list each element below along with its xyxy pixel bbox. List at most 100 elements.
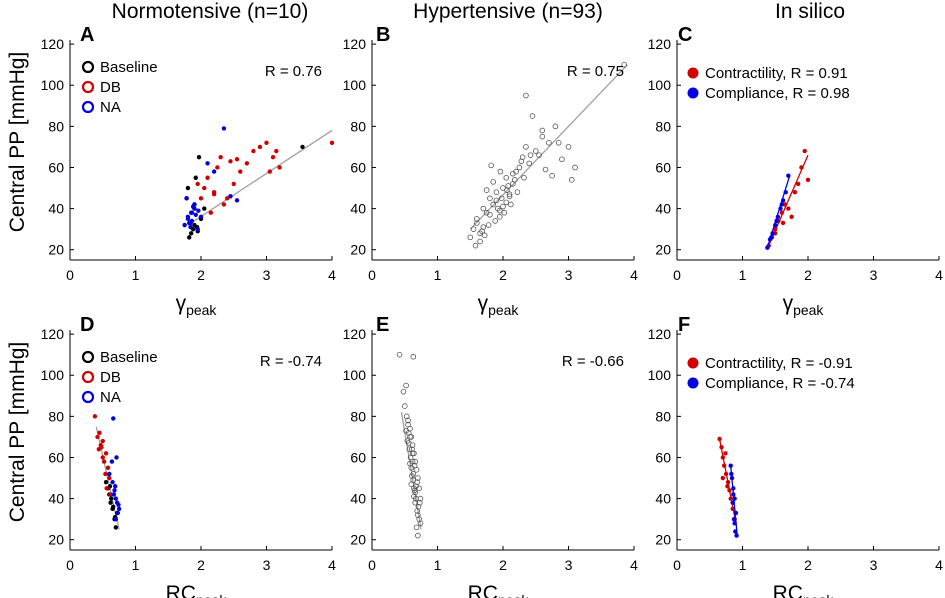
x-tick-label: 2 (197, 267, 205, 283)
data-point (111, 492, 117, 497)
data-point (193, 175, 198, 180)
data-point (234, 198, 240, 203)
data-point (111, 504, 116, 510)
y-tick-label: 40 (350, 201, 366, 217)
data-point (103, 479, 109, 485)
data-point (802, 148, 807, 154)
panel-letter-c: C (678, 24, 693, 46)
data-point (238, 169, 243, 174)
data-point (481, 232, 488, 239)
data-point (506, 193, 513, 200)
data-point (532, 148, 539, 154)
data-point (193, 212, 198, 217)
legend-label: Contractility, R = 0.91 (705, 65, 848, 82)
legend-marker (81, 390, 95, 404)
legend-label: Contractility, R = -0.91 (705, 355, 853, 372)
data-point (407, 434, 413, 440)
data-point (414, 508, 420, 514)
data-point (202, 206, 207, 211)
data-point (108, 492, 113, 497)
x-tick-label: 3 (870, 557, 878, 573)
data-point (518, 158, 525, 165)
data-point (539, 127, 546, 134)
data-point (500, 203, 506, 210)
y-tick-label: 80 (655, 408, 671, 424)
data-point (487, 195, 493, 202)
data-point (396, 351, 403, 358)
data-point (412, 499, 419, 506)
x-axis-label-e: RCpeak (468, 582, 530, 598)
legend-marker (687, 357, 699, 369)
data-point (731, 516, 737, 522)
data-point (403, 427, 409, 434)
data-point (107, 475, 112, 481)
data-point (205, 175, 210, 180)
data-point (546, 140, 552, 146)
data-point (552, 123, 559, 130)
x-tick-label: 0 (66, 267, 74, 283)
data-point (407, 460, 413, 467)
panel-b: 20 40 60 80 100 120 0 1 2 3 4 γpeak R = 0.75 (343, 36, 638, 318)
data-point (413, 495, 419, 502)
data-point (498, 195, 505, 202)
y-tick-label: 120 (648, 36, 672, 52)
data-point (415, 475, 421, 481)
panel-a: 20 40 60 80 100 120 0 1 2 3 4 γpeak Baseline DB NA R = … (41, 36, 336, 318)
y-tick-label: 60 (655, 449, 671, 465)
data-point (221, 202, 227, 207)
data-point (510, 170, 516, 177)
legend-marker (81, 350, 95, 364)
data-point (734, 533, 739, 538)
x-axis-label-d: RCpeak (166, 582, 228, 598)
data-point (182, 222, 187, 228)
data-point (733, 510, 739, 516)
data-point (109, 496, 114, 501)
data-point (494, 205, 501, 212)
x-tick-label: 4 (630, 267, 638, 283)
x-tick-label: 2 (499, 557, 507, 573)
data-point (729, 475, 735, 481)
legend-label: NA (100, 389, 121, 406)
data-point (723, 451, 728, 456)
data-point (409, 450, 416, 457)
data-point (184, 196, 189, 201)
data-point (198, 196, 204, 201)
y-tick-label: 120 (41, 36, 65, 52)
data-point (725, 484, 730, 489)
data-point (113, 525, 119, 530)
legend-marker (81, 80, 95, 94)
x-tick-label: 2 (499, 267, 507, 283)
data-point (728, 496, 733, 501)
data-point (103, 471, 108, 477)
data-point (555, 140, 562, 146)
data-point (114, 455, 119, 460)
x-tick-label: 4 (630, 557, 638, 573)
data-point (100, 438, 105, 444)
data-point (234, 157, 240, 162)
data-point (473, 216, 480, 222)
y-tick-label: 120 (343, 36, 367, 52)
data-point (779, 210, 784, 215)
y-tick-label: 40 (350, 491, 366, 507)
data-point (196, 208, 201, 213)
y-tick-label: 80 (655, 118, 671, 134)
y-tick-label: 60 (655, 159, 671, 175)
data-point (105, 465, 111, 470)
data-point (196, 154, 202, 160)
data-point (115, 510, 121, 516)
legend-marker (81, 100, 95, 114)
x-tick-label: 0 (368, 557, 376, 573)
y-tick-label: 120 (343, 326, 367, 342)
r-value-label-d: R = -0.74 (260, 353, 322, 370)
y-tick-label: 60 (48, 449, 64, 465)
data-point (527, 152, 534, 158)
fit-line-e (400, 412, 422, 530)
x-tick-label: 3 (263, 267, 271, 283)
data-point (559, 156, 565, 163)
data-point (496, 214, 503, 220)
data-point (773, 226, 778, 232)
x-tick-label: 4 (328, 557, 336, 573)
data-point (413, 524, 420, 531)
x-tick-label: 3 (263, 557, 271, 573)
x-tick-label: 1 (132, 267, 140, 283)
